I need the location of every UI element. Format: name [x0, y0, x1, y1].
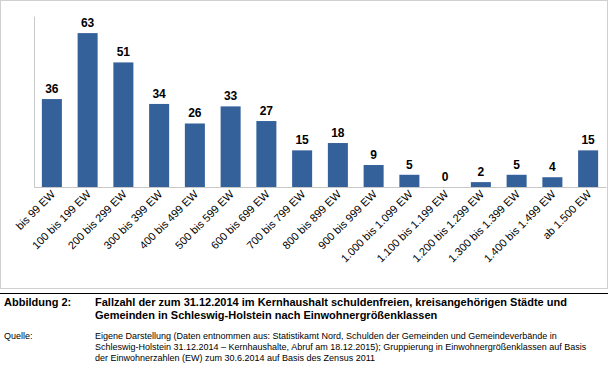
x-tick-label: 500 bis 599 EW — [173, 187, 237, 251]
x-tick: 700 bis 799 EW — [244, 187, 308, 251]
bar — [471, 182, 491, 187]
data-label: 15 — [295, 133, 309, 147]
data-label: 36 — [45, 82, 59, 96]
data-label: 33 — [224, 89, 238, 103]
x-tick: 900 bis 999 EW — [316, 187, 380, 251]
bar — [292, 150, 312, 187]
data-label: 15 — [581, 133, 595, 147]
bar — [435, 187, 455, 188]
x-tick: 300 bis 399 EW — [101, 187, 165, 251]
data-label: 9 — [370, 148, 377, 162]
x-tick-label: 300 bis 399 EW — [101, 187, 165, 251]
chart-border — [1, 1, 608, 289]
x-tick-label: 100 bis 199 EW — [30, 187, 94, 251]
data-label: 34 — [152, 87, 166, 101]
bar — [542, 177, 562, 187]
bar — [221, 106, 241, 187]
data-label: 27 — [260, 104, 274, 118]
data-label: 63 — [81, 16, 95, 30]
data-label: 5 — [406, 158, 413, 172]
data-label: 18 — [331, 126, 345, 140]
x-tick-label: 800 bis 899 EW — [280, 187, 344, 251]
separator — [0, 293, 608, 294]
caption-text: Abbildung 2: — [4, 296, 92, 309]
x-tick-label: 700 bis 799 EW — [244, 187, 308, 251]
data-label: 26 — [188, 106, 202, 120]
bar — [507, 175, 527, 187]
x-tick: 800 bis 899 EW — [280, 187, 344, 251]
x-tick: 500 bis 599 EW — [173, 187, 237, 251]
bar — [78, 33, 98, 187]
caption-text: Fallzahl der zum 31.12.2014 im Kernhaush… — [95, 296, 600, 322]
x-tick: 600 bis 699 EW — [208, 187, 272, 251]
caption-text: Quelle: — [4, 331, 92, 342]
x-tick-label: ab 1.500 EW — [540, 187, 594, 241]
x-tick-label: 900 bis 999 EW — [316, 187, 380, 251]
data-label: 2 — [478, 165, 485, 179]
bar — [42, 99, 62, 187]
x-tick: 200 bis 299 EW — [65, 187, 129, 251]
x-tick-label: 400 bis 499 EW — [137, 187, 201, 251]
bar — [328, 143, 348, 187]
data-label: 4 — [549, 160, 556, 174]
y-axis — [34, 17, 35, 188]
bar — [578, 150, 598, 187]
x-tick: ab 1.500 EW — [540, 187, 594, 241]
x-tick-label: 600 bis 699 EW — [208, 187, 272, 251]
bar — [149, 104, 169, 187]
bar — [185, 123, 205, 187]
x-tick: 400 bis 499 EW — [137, 187, 201, 251]
y-axis-line — [34, 17, 35, 188]
data-label: 0 — [442, 170, 449, 184]
data-labels: 36 63 51 34 26 33 27 15 18 9 5 0 2 5 4 15 — [45, 16, 595, 184]
data-label: 51 — [117, 45, 131, 59]
x-axis: bis 99 EW100 bis 199 EW200 bis 299 EW300… — [13, 187, 606, 264]
bar — [113, 62, 133, 187]
bars — [42, 33, 598, 187]
x-axis-line — [35, 187, 607, 188]
bar — [256, 121, 276, 187]
x-tick: 100 bis 199 EW — [30, 187, 94, 251]
bar — [364, 165, 384, 187]
data-label: 5 — [513, 158, 520, 172]
bar — [399, 175, 419, 187]
caption-text: Eigene Darstellung (Daten entnommen aus:… — [95, 331, 600, 364]
x-tick-label: 200 bis 299 EW — [65, 187, 129, 251]
